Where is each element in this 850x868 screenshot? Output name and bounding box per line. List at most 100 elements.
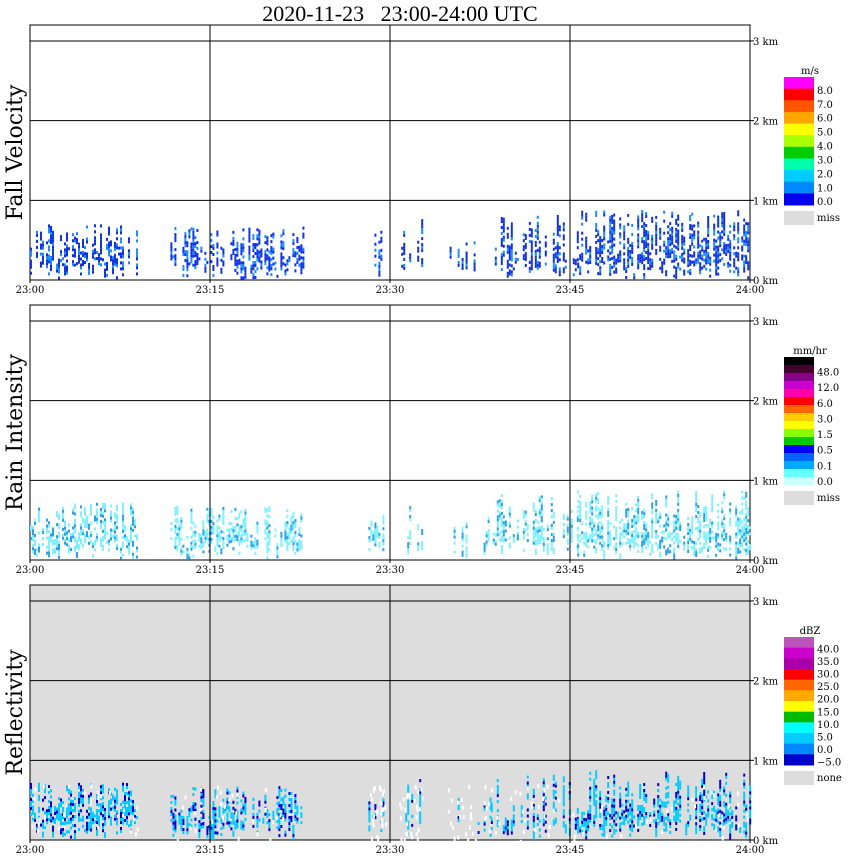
echo-cell xyxy=(721,218,724,222)
echo-cell xyxy=(222,521,225,525)
echo-cell xyxy=(635,515,638,519)
echo-cell xyxy=(216,543,219,547)
echo-cell xyxy=(689,260,692,263)
echo-cell xyxy=(206,826,209,830)
echo-cell xyxy=(613,792,616,796)
echo-cell xyxy=(38,519,40,523)
echo-cell xyxy=(552,520,555,524)
echo-cell xyxy=(46,241,48,245)
echo-cell xyxy=(58,258,60,262)
echo-cell xyxy=(184,235,187,239)
echo-cell xyxy=(574,823,577,827)
echo-cell xyxy=(226,821,229,825)
echo-cell xyxy=(190,508,193,512)
echo-cell xyxy=(66,830,68,834)
echo-cell xyxy=(655,248,658,252)
echo-cell xyxy=(581,237,584,241)
echo-cell xyxy=(585,821,588,825)
echo-cell xyxy=(609,534,612,538)
echo-cell xyxy=(122,273,124,277)
echo-cell xyxy=(42,243,44,247)
missing-cell xyxy=(58,826,61,831)
echo-cell xyxy=(669,825,672,828)
echo-cell xyxy=(212,819,215,822)
echo-cell xyxy=(52,539,54,543)
height-label: 0 km xyxy=(753,276,779,287)
echo-cell xyxy=(284,788,287,792)
echo-cell xyxy=(711,497,714,501)
echo-cell xyxy=(675,245,678,249)
echo-cell xyxy=(679,795,682,799)
echo-cell xyxy=(453,535,456,539)
echo-cell xyxy=(619,535,622,539)
echo-cell xyxy=(743,779,746,783)
echo-cell xyxy=(64,817,66,821)
echo-cell xyxy=(270,258,273,262)
echo-cell xyxy=(116,258,118,262)
echo-cell xyxy=(651,496,654,500)
echo-cell xyxy=(238,542,241,546)
echo-cell xyxy=(683,535,686,539)
echo-cell xyxy=(268,813,271,817)
echo-cell xyxy=(172,818,175,822)
echo-cell xyxy=(562,237,565,241)
echo-cell xyxy=(102,829,104,833)
echo-cell xyxy=(599,251,602,255)
echo-cell xyxy=(490,809,493,813)
echo-cell xyxy=(677,817,680,821)
echo-cell xyxy=(715,251,718,255)
echo-cell xyxy=(465,242,468,246)
echo-cell xyxy=(278,834,281,838)
missing-cell xyxy=(408,795,411,800)
echo-cell xyxy=(677,511,680,515)
echo-cell xyxy=(206,832,209,836)
echo-cell xyxy=(264,797,267,801)
echo-cell xyxy=(118,252,120,256)
echo-cell xyxy=(659,542,662,546)
echo-cell xyxy=(74,263,76,267)
echo-cell xyxy=(403,248,406,252)
echo-cell xyxy=(683,547,686,551)
echo-cell xyxy=(595,225,598,229)
echo-cell xyxy=(290,798,293,801)
echo-cell xyxy=(494,533,497,537)
echo-cell xyxy=(597,239,600,243)
echo-cell xyxy=(232,538,235,542)
echo-cell xyxy=(729,269,732,273)
colorbar-swatch xyxy=(784,111,814,125)
echo-cell xyxy=(190,511,193,515)
missing-cell xyxy=(548,825,551,830)
echo-cell xyxy=(727,264,730,268)
echo-cell xyxy=(723,490,726,494)
echo-cell xyxy=(562,776,565,780)
echo-cell xyxy=(36,251,38,255)
echo-cell xyxy=(378,544,381,548)
echo-cell xyxy=(585,242,588,246)
echo-cell xyxy=(705,541,708,545)
echo-cell xyxy=(268,265,271,269)
echo-cell xyxy=(465,534,468,538)
echo-cell xyxy=(627,258,630,262)
echo-cell xyxy=(532,532,535,536)
echo-cell xyxy=(86,827,88,831)
echo-cell xyxy=(621,518,624,522)
echo-cell xyxy=(172,821,175,825)
echo-cell xyxy=(96,809,98,812)
echo-cell xyxy=(244,809,247,812)
missing-cell xyxy=(546,784,549,789)
echo-cell xyxy=(70,820,72,824)
echo-cell xyxy=(609,269,612,273)
echo-cell xyxy=(42,819,44,823)
echo-cell xyxy=(699,520,702,524)
echo-cell xyxy=(627,799,630,803)
echo-cell xyxy=(534,513,537,516)
echo-cell xyxy=(232,248,235,252)
height-label: 2 km xyxy=(753,117,779,128)
echo-cell xyxy=(74,521,76,525)
echo-cell xyxy=(550,539,553,543)
echo-cell xyxy=(703,534,706,538)
echo-cell xyxy=(280,246,283,250)
echo-cell xyxy=(50,238,52,241)
echo-cell xyxy=(68,529,70,533)
echo-cell xyxy=(701,266,704,270)
